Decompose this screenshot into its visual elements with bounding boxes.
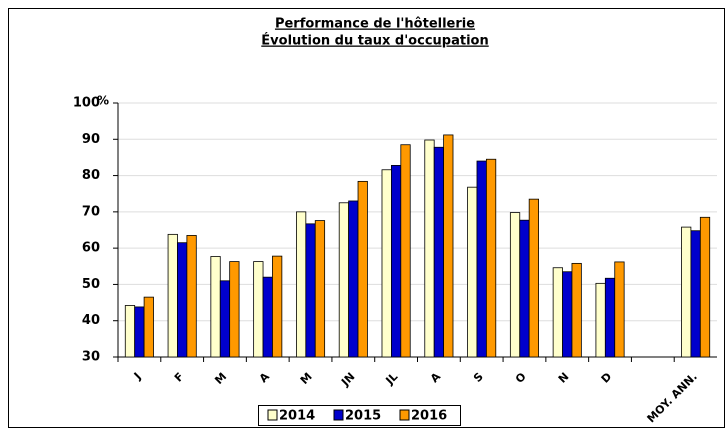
bar <box>314 220 326 358</box>
y-tick-label: 70 <box>82 204 100 219</box>
bar <box>391 165 402 358</box>
bar <box>381 169 392 358</box>
chart-title: Performance de l'hôtellerie <box>275 17 475 32</box>
bar <box>143 296 154 358</box>
y-tick-label: 40 <box>82 313 100 328</box>
bar <box>272 255 283 358</box>
y-tick-label: 80 <box>82 168 100 183</box>
legend-label: 2016 <box>411 409 447 424</box>
legend-label: 2015 <box>345 409 381 424</box>
bar <box>134 306 145 358</box>
y-axis-label: % <box>97 94 109 108</box>
bar <box>124 305 136 358</box>
legend-swatch <box>399 409 410 421</box>
bar <box>562 271 573 358</box>
y-tick-label: 50 <box>82 277 100 292</box>
bar <box>571 262 582 358</box>
bar <box>604 277 616 358</box>
bar <box>528 198 539 358</box>
legend-swatch <box>267 409 278 421</box>
bar <box>348 200 359 358</box>
bar <box>338 202 350 358</box>
legend-label: 2014 <box>279 409 315 424</box>
bar <box>467 186 478 358</box>
bar <box>476 160 487 358</box>
bar <box>229 261 240 358</box>
y-tick-label: 60 <box>82 241 100 256</box>
legend-swatch <box>333 409 344 421</box>
bar <box>443 134 454 358</box>
y-tick-label: 90 <box>82 132 100 147</box>
bar <box>219 280 231 358</box>
bar <box>210 256 221 358</box>
bar <box>186 235 197 358</box>
bar <box>552 267 563 358</box>
bar <box>305 223 316 358</box>
bar <box>681 226 692 358</box>
bar <box>262 276 273 358</box>
bar <box>614 261 625 358</box>
chart-subtitle: Évolution du taux d'occupation <box>261 33 488 49</box>
bar <box>296 211 307 358</box>
bar <box>177 242 188 358</box>
legend <box>258 405 461 426</box>
bar <box>595 282 606 358</box>
bar <box>433 146 444 358</box>
bar <box>357 180 368 358</box>
y-tick-label: 30 <box>82 350 100 365</box>
bar <box>167 233 178 358</box>
bar <box>400 144 411 358</box>
bar <box>485 158 497 358</box>
bar <box>690 230 701 358</box>
y-tick-label: 100 <box>73 96 100 111</box>
bar <box>519 219 530 358</box>
bar <box>699 216 711 358</box>
bar <box>509 212 521 358</box>
bar <box>424 139 435 358</box>
bar <box>253 261 264 358</box>
